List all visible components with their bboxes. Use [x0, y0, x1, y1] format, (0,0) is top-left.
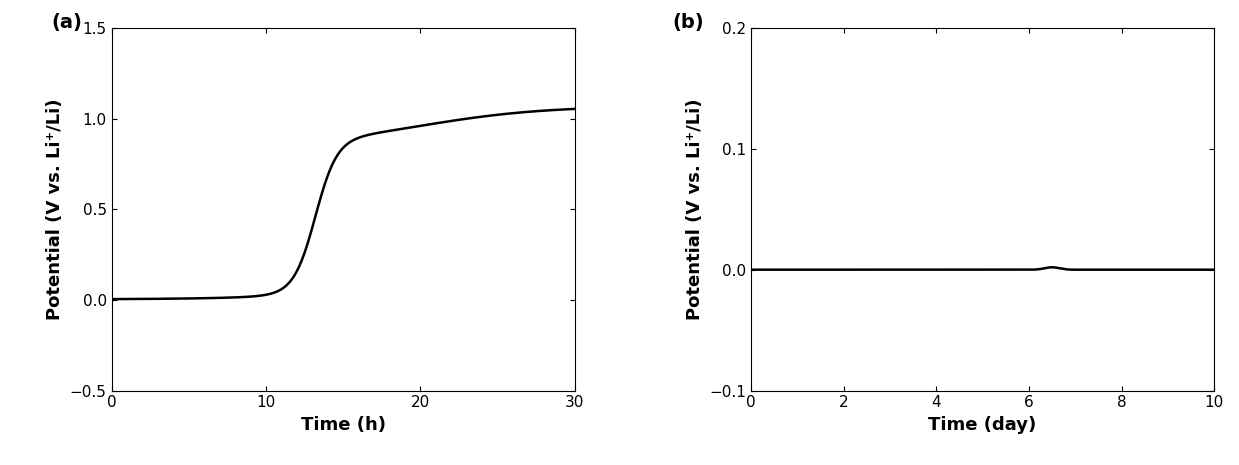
- Y-axis label: Potential (V vs. Li⁺/Li): Potential (V vs. Li⁺/Li): [685, 99, 704, 320]
- Y-axis label: Potential (V vs. Li⁺/Li): Potential (V vs. Li⁺/Li): [46, 99, 64, 320]
- X-axis label: Time (day): Time (day): [928, 416, 1037, 434]
- Text: (a): (a): [51, 13, 82, 33]
- Text: (b): (b): [672, 13, 704, 33]
- X-axis label: Time (h): Time (h): [301, 416, 385, 434]
